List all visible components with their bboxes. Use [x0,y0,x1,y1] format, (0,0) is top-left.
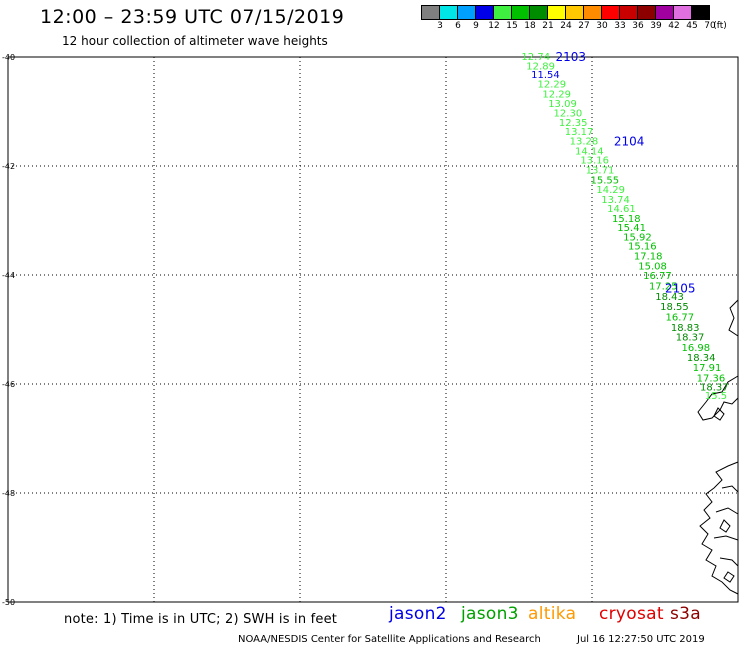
timestamp-text: Jul 16 12:27:50 UTC 2019 [577,634,705,645]
satellite-legend-item: jason2 [389,604,447,624]
swh-value: 15.5 [705,391,727,402]
swh-value: 13.09 [548,99,577,110]
pass-label: 2105 [665,282,696,296]
swh-value: 15.41 [617,223,646,234]
coastline [697,375,739,421]
swh-value: 16.98 [682,343,711,354]
color-scale [421,5,710,20]
scale-label: 30 [596,21,608,31]
scale-label: 27 [578,21,590,31]
scale-label: 21 [542,21,554,31]
swh-value: 18.55 [660,302,689,313]
swh-value: 15.08 [638,261,667,272]
coastline [713,407,725,421]
scale-label: 42 [668,21,680,31]
swh-value: 13.74 [601,195,630,206]
swh-value: 17.91 [693,363,722,374]
scale-label: 39 [650,21,662,31]
scale-label: 3 [437,21,443,31]
swh-value: 18.83 [671,323,700,334]
swh-value: 13.71 [586,165,615,176]
color-scale-labels: 3 6 9 12 15 18 21 24 27 30 33 36 39 42 45 70 (ft) [422,21,740,33]
altimeter-map: -90 -87 -84 -81 -78 -75 -40 -42 -44 -46 -48 -50 12.7… [2,50,739,605]
lat-tick-label: -48 [2,489,15,498]
swh-value: 14.29 [596,185,625,196]
lat-tick-label: -50 [2,598,15,605]
satellite-legend-item: jason3 [461,604,519,624]
scale-label: 12 [488,21,500,31]
swh-value: 12.35 [559,118,588,129]
scale-label: 9 [473,21,479,31]
scale-label: 33 [614,21,626,31]
coastline [728,299,739,337]
swh-value: 12.30 [554,109,583,120]
coastline [713,485,739,567]
coastline [719,519,735,583]
lat-tick-label: -40 [2,53,15,62]
coastline [699,461,739,595]
swh-value: 13.17 [565,127,594,138]
pass-label: 2103 [556,50,587,64]
note-text: note: 1) Time is in UTC; 2) SWH is in fe… [64,612,338,627]
swh-value: 12.74 [521,52,550,63]
scale-label: 6 [455,21,461,31]
satellite-legend-item: altika [528,604,577,624]
scale-label: 70 [704,21,716,31]
swh-value: 12.29 [542,90,571,101]
swh-value: 17.36 [697,374,726,385]
color-scale-swatches [421,5,710,20]
scale-label: 45 [686,21,698,31]
lon-tick-label: -90 [2,604,15,605]
page-subtitle: 12 hour collection of altimeter wave hei… [62,34,328,48]
swh-value: 18.34 [687,353,716,364]
lat-tick-label: -42 [2,162,15,171]
swh-value: 12.89 [526,61,555,72]
swh-value: 11.54 [531,70,560,81]
swh-value: 14.14 [575,146,604,157]
swh-value: 17.18 [634,251,663,262]
swh-value: 13.28 [570,136,599,147]
swh-value: 14.61 [607,204,636,215]
page-title: 12:00 – 23:59 UTC 07/15/2019 [40,6,345,28]
satellite-legend-item: cryosat [599,604,664,624]
scale-label: 24 [560,21,572,31]
lon-tick-label: -78 [584,604,597,605]
swh-value: 16.77 [665,313,694,324]
swh-value: 12.29 [537,79,566,90]
credit-text: NOAA/NESDIS Center for Satellite Applica… [238,634,541,645]
map-frame [7,56,739,603]
swh-value: 17.25 [649,281,678,292]
swh-value: 15.55 [591,176,620,187]
swh-value: 18.37 [676,333,705,344]
lon-tick-label: -75 [722,604,735,605]
lat-tick-label: -46 [2,380,15,389]
swh-value: 15.92 [623,232,652,243]
scale-swatch [691,5,710,20]
pass-label: 2104 [614,134,645,148]
scale-unit: (ft) [713,21,727,31]
lon-tick-label: -84 [292,604,305,605]
swh-value: 15.18 [612,214,641,225]
lon-tick-label: -87 [146,604,159,605]
scale-label: 18 [524,21,536,31]
swh-value: 16.77 [643,271,672,282]
scale-label: 15 [506,21,518,31]
lon-tick-label: -81 [438,604,451,605]
satellite-legend-item: s3a [670,604,701,624]
swh-value: 15.16 [628,242,657,253]
swh-value: 18.37 [700,382,729,393]
swh-value: 13.16 [580,156,609,167]
swh-value: 18.43 [655,292,684,303]
scale-label: 36 [632,21,644,31]
lat-tick-label: -44 [2,271,15,280]
